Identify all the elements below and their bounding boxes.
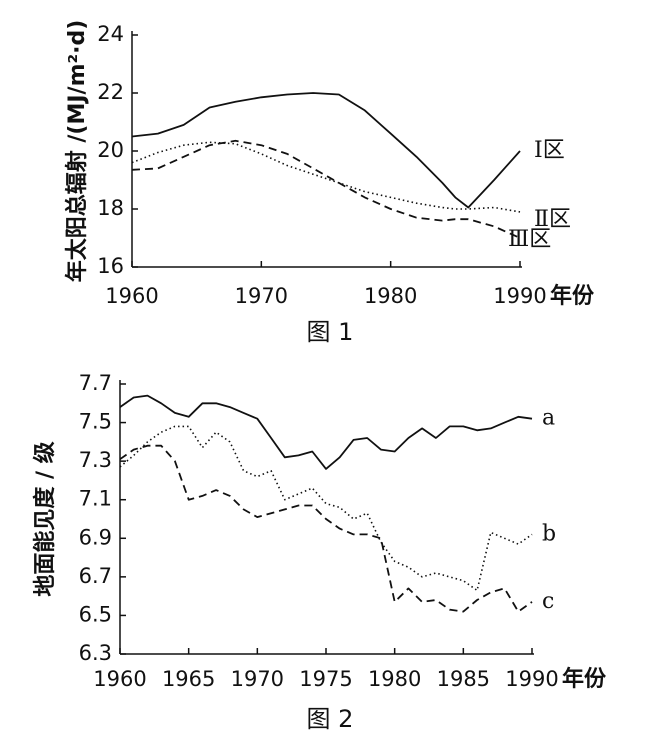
series-line [119, 425, 533, 592]
series-label: Ⅰ区 [534, 138, 565, 163]
y-tick-label: 6.9 [79, 525, 112, 549]
caption: 图 2 [307, 705, 354, 733]
series-label: Ⅲ区 [508, 227, 551, 252]
y-tick-label: 24 [97, 22, 124, 46]
y-tick-label: 22 [97, 80, 124, 104]
series-line [131, 139, 521, 239]
series-label: c [542, 589, 554, 614]
x-tick-label: 1970 [235, 284, 288, 308]
y-axis-label: 地面能见度 / 级 [32, 441, 58, 596]
y-tick-label: 7.1 [79, 487, 112, 511]
y-tick-label: 6.5 [79, 602, 112, 626]
x-tick-label: 1965 [162, 667, 215, 691]
y-tick-label: 18 [97, 196, 124, 220]
y-tick-label: 6.3 [79, 641, 112, 665]
series-line [119, 394, 533, 470]
caption: 图 1 [307, 318, 354, 346]
y-tick-label: 7.3 [79, 448, 112, 472]
y-tick-label: 20 [97, 138, 124, 162]
x-tick-label: 1985 [437, 667, 490, 691]
series-label: Ⅱ区 [534, 207, 571, 232]
x-tick-label: 1960 [93, 667, 146, 691]
y-tick-label: 7.5 [79, 410, 112, 434]
y-tick-label: 7.7 [79, 371, 112, 395]
x-tick-label: 1990 [505, 667, 558, 691]
x-tick-label: 1975 [299, 667, 352, 691]
series-line [119, 444, 533, 613]
x-tick-label: 1980 [364, 284, 417, 308]
series-label: b [542, 521, 556, 546]
x-tick-label: 1970 [231, 667, 284, 691]
y-axis-label: 年太阳总辐射 /(MJ/m²·d) [64, 20, 90, 283]
x-tick-label: 1960 [105, 284, 158, 308]
y-tick-label: 6.7 [79, 564, 112, 588]
y-tick-label: 16 [97, 254, 124, 278]
x-axis-label: 年份 [550, 283, 595, 309]
x-axis-label: 年份 [562, 666, 607, 692]
series-label: a [542, 406, 555, 431]
x-tick-label: 1980 [368, 667, 421, 691]
series-line [131, 92, 521, 209]
x-tick-label: 1990 [493, 284, 546, 308]
